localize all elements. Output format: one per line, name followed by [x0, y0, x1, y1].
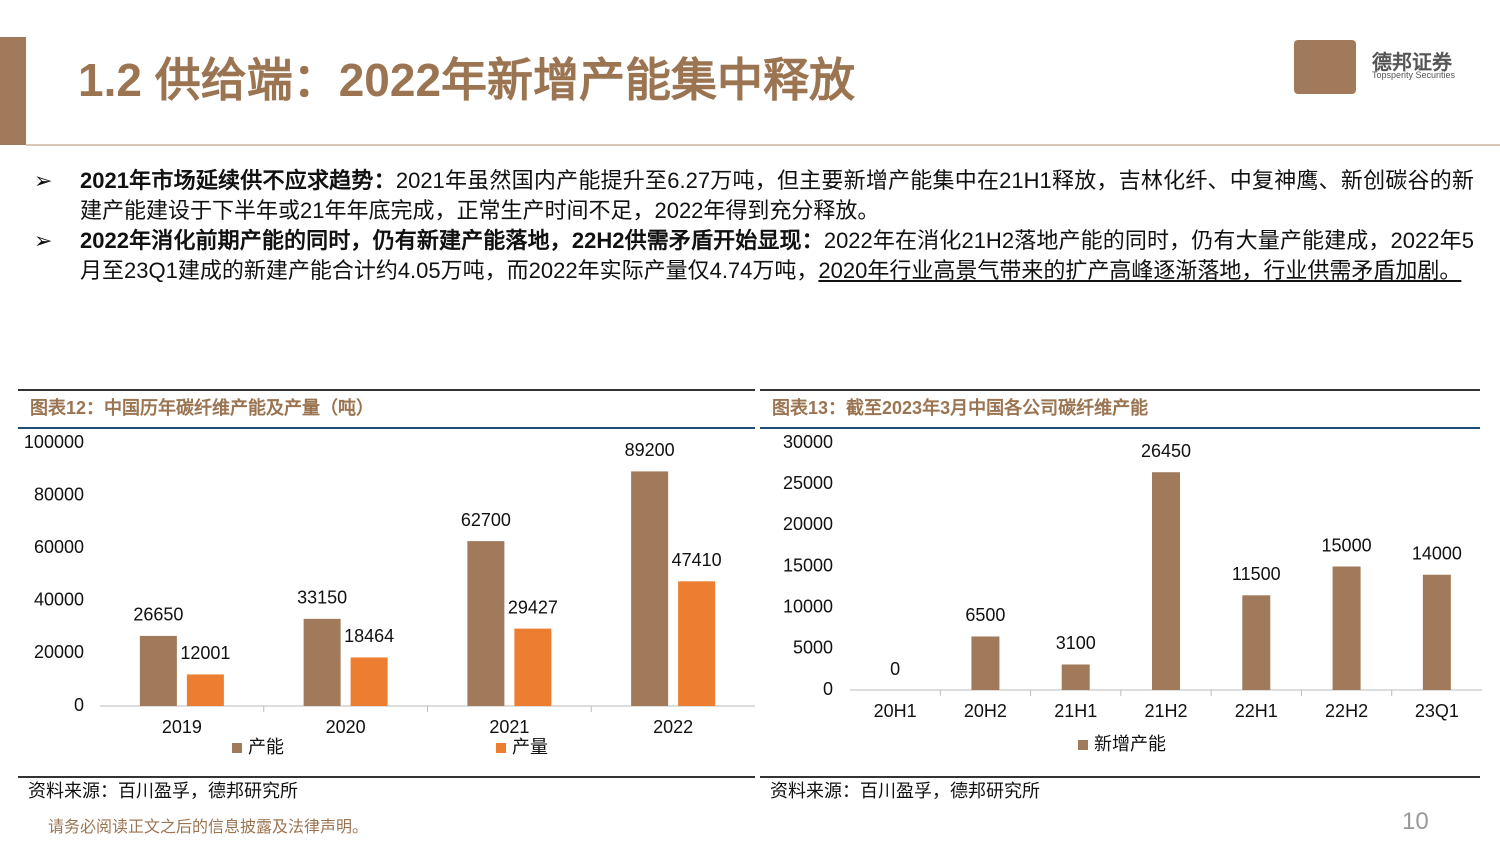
y-tick-label: 100000: [24, 432, 84, 452]
y-tick-label: 80000: [34, 484, 84, 504]
data-label: 15000: [1322, 535, 1372, 555]
chart-source: 资料来源：百川盈孚，德邦研究所: [28, 781, 298, 801]
x-tick-label: 2021: [489, 717, 529, 737]
data-label: 29427: [508, 597, 558, 617]
bar: [1152, 472, 1180, 690]
x-tick-label: 22H2: [1325, 701, 1368, 721]
y-tick-label: 30000: [783, 432, 833, 452]
x-tick-label: 20H2: [964, 701, 1007, 721]
data-label: 6500: [965, 605, 1005, 625]
data-label: 89200: [625, 440, 675, 460]
y-tick-label: 20000: [783, 514, 833, 534]
bar: [303, 618, 341, 706]
y-tick-label: 60000: [34, 537, 84, 557]
bar: [350, 657, 388, 706]
data-label: 26650: [133, 605, 183, 625]
chart-title: 图表12：中国历年碳纤维产能及产量（吨）: [30, 397, 374, 418]
data-label: 14000: [1412, 543, 1462, 563]
legend-label: 新增产能: [1094, 734, 1166, 754]
data-label: 62700: [461, 510, 511, 530]
data-label: 11500: [1232, 564, 1281, 584]
legend-label: 产能: [248, 737, 284, 757]
bar: [514, 628, 552, 706]
bullet-lead: 2021年市场延续供不应求趋势：: [80, 168, 396, 193]
data-label: 0: [890, 659, 900, 679]
bar: [631, 471, 669, 706]
x-tick-label: 22H1: [1235, 701, 1278, 721]
y-tick-label: 10000: [783, 596, 833, 616]
bar: [678, 581, 716, 706]
bar: [1242, 595, 1271, 690]
y-tick-label: 20000: [34, 642, 84, 662]
y-tick-label: 5000: [793, 638, 833, 658]
bar: [186, 674, 224, 706]
y-tick-label: 0: [823, 679, 833, 699]
bar: [467, 541, 505, 706]
logo-subtitle: Topsperity Securities: [1372, 70, 1456, 80]
bullet: ➢ 2021年市场延续供不应求趋势：2021年虽然国内产能提升至6.27万吨，但主…: [34, 168, 1474, 223]
disclaimer: 请务必阅读正文之后的信息披露及法律声明。: [48, 819, 369, 836]
legend-swatch: [232, 743, 242, 753]
bar: [971, 636, 1000, 690]
data-label: 12001: [180, 643, 230, 663]
y-tick-label: 40000: [34, 590, 84, 610]
bar: [1061, 664, 1090, 690]
bullet-underlined: 2020年行业高景气带来的扩产高峰逐渐落地，行业供需矛盾加剧。: [818, 258, 1462, 283]
legend-label: 产量: [512, 737, 548, 757]
bullet-lead: 2022年消化前期产能的同时，仍有新建产能落地，22H2供需矛盾开始显现：: [80, 228, 824, 253]
header-bar: [0, 37, 26, 145]
x-tick-label: 2022: [653, 717, 693, 737]
logo-icon: [1294, 40, 1356, 94]
x-tick-label: 20H1: [874, 701, 917, 721]
bullet-text: 2022年在消化21H2落地产能的同时，仍有大量产能建成，2022年5月至23Q…: [80, 228, 1474, 283]
chart-title: 图表13：截至2023年3月中国各公司碳纤维产能: [772, 397, 1148, 418]
data-label: 47410: [672, 550, 722, 570]
data-label: 26450: [1141, 441, 1191, 461]
y-tick-label: 15000: [783, 555, 833, 575]
legend-swatch: [1078, 740, 1088, 750]
x-tick-label: 23Q1: [1415, 701, 1459, 721]
slide-title: 1.2 供给端：2022年新增产能集中释放: [78, 54, 856, 106]
bullet: ➢ 2022年消化前期产能的同时，仍有新建产能落地，22H2供需矛盾开始显现：20…: [34, 228, 1474, 283]
data-label: 3100: [1056, 633, 1096, 653]
x-tick-label: 21H2: [1144, 701, 1187, 721]
data-label: 33150: [297, 588, 347, 608]
chart-source: 资料来源：百川盈孚，德邦研究所: [770, 781, 1040, 801]
data-label: 18464: [344, 626, 394, 646]
bar: [139, 635, 177, 706]
page-number: 10: [1402, 808, 1429, 835]
charts: 图表12：中国历年碳纤维产能及产量（吨） 0 20000 40000 60000 8000…: [18, 389, 1482, 801]
x-tick-label: 2020: [326, 717, 366, 737]
y-tick-label: 25000: [783, 473, 833, 493]
header-rule: [26, 144, 1500, 146]
bar: [1332, 566, 1361, 690]
y-tick-label: 0: [74, 695, 84, 715]
x-tick-label: 21H1: [1054, 701, 1097, 721]
logo-name: 德邦证券: [1372, 52, 1452, 74]
legend-swatch: [496, 743, 506, 753]
bar: [1422, 574, 1451, 690]
x-tick-label: 2019: [162, 717, 202, 737]
bullet-text: 2021年虽然国内产能提升至6.27万吨，但主要新增产能集中在21H1释放，吉林…: [80, 168, 1474, 223]
